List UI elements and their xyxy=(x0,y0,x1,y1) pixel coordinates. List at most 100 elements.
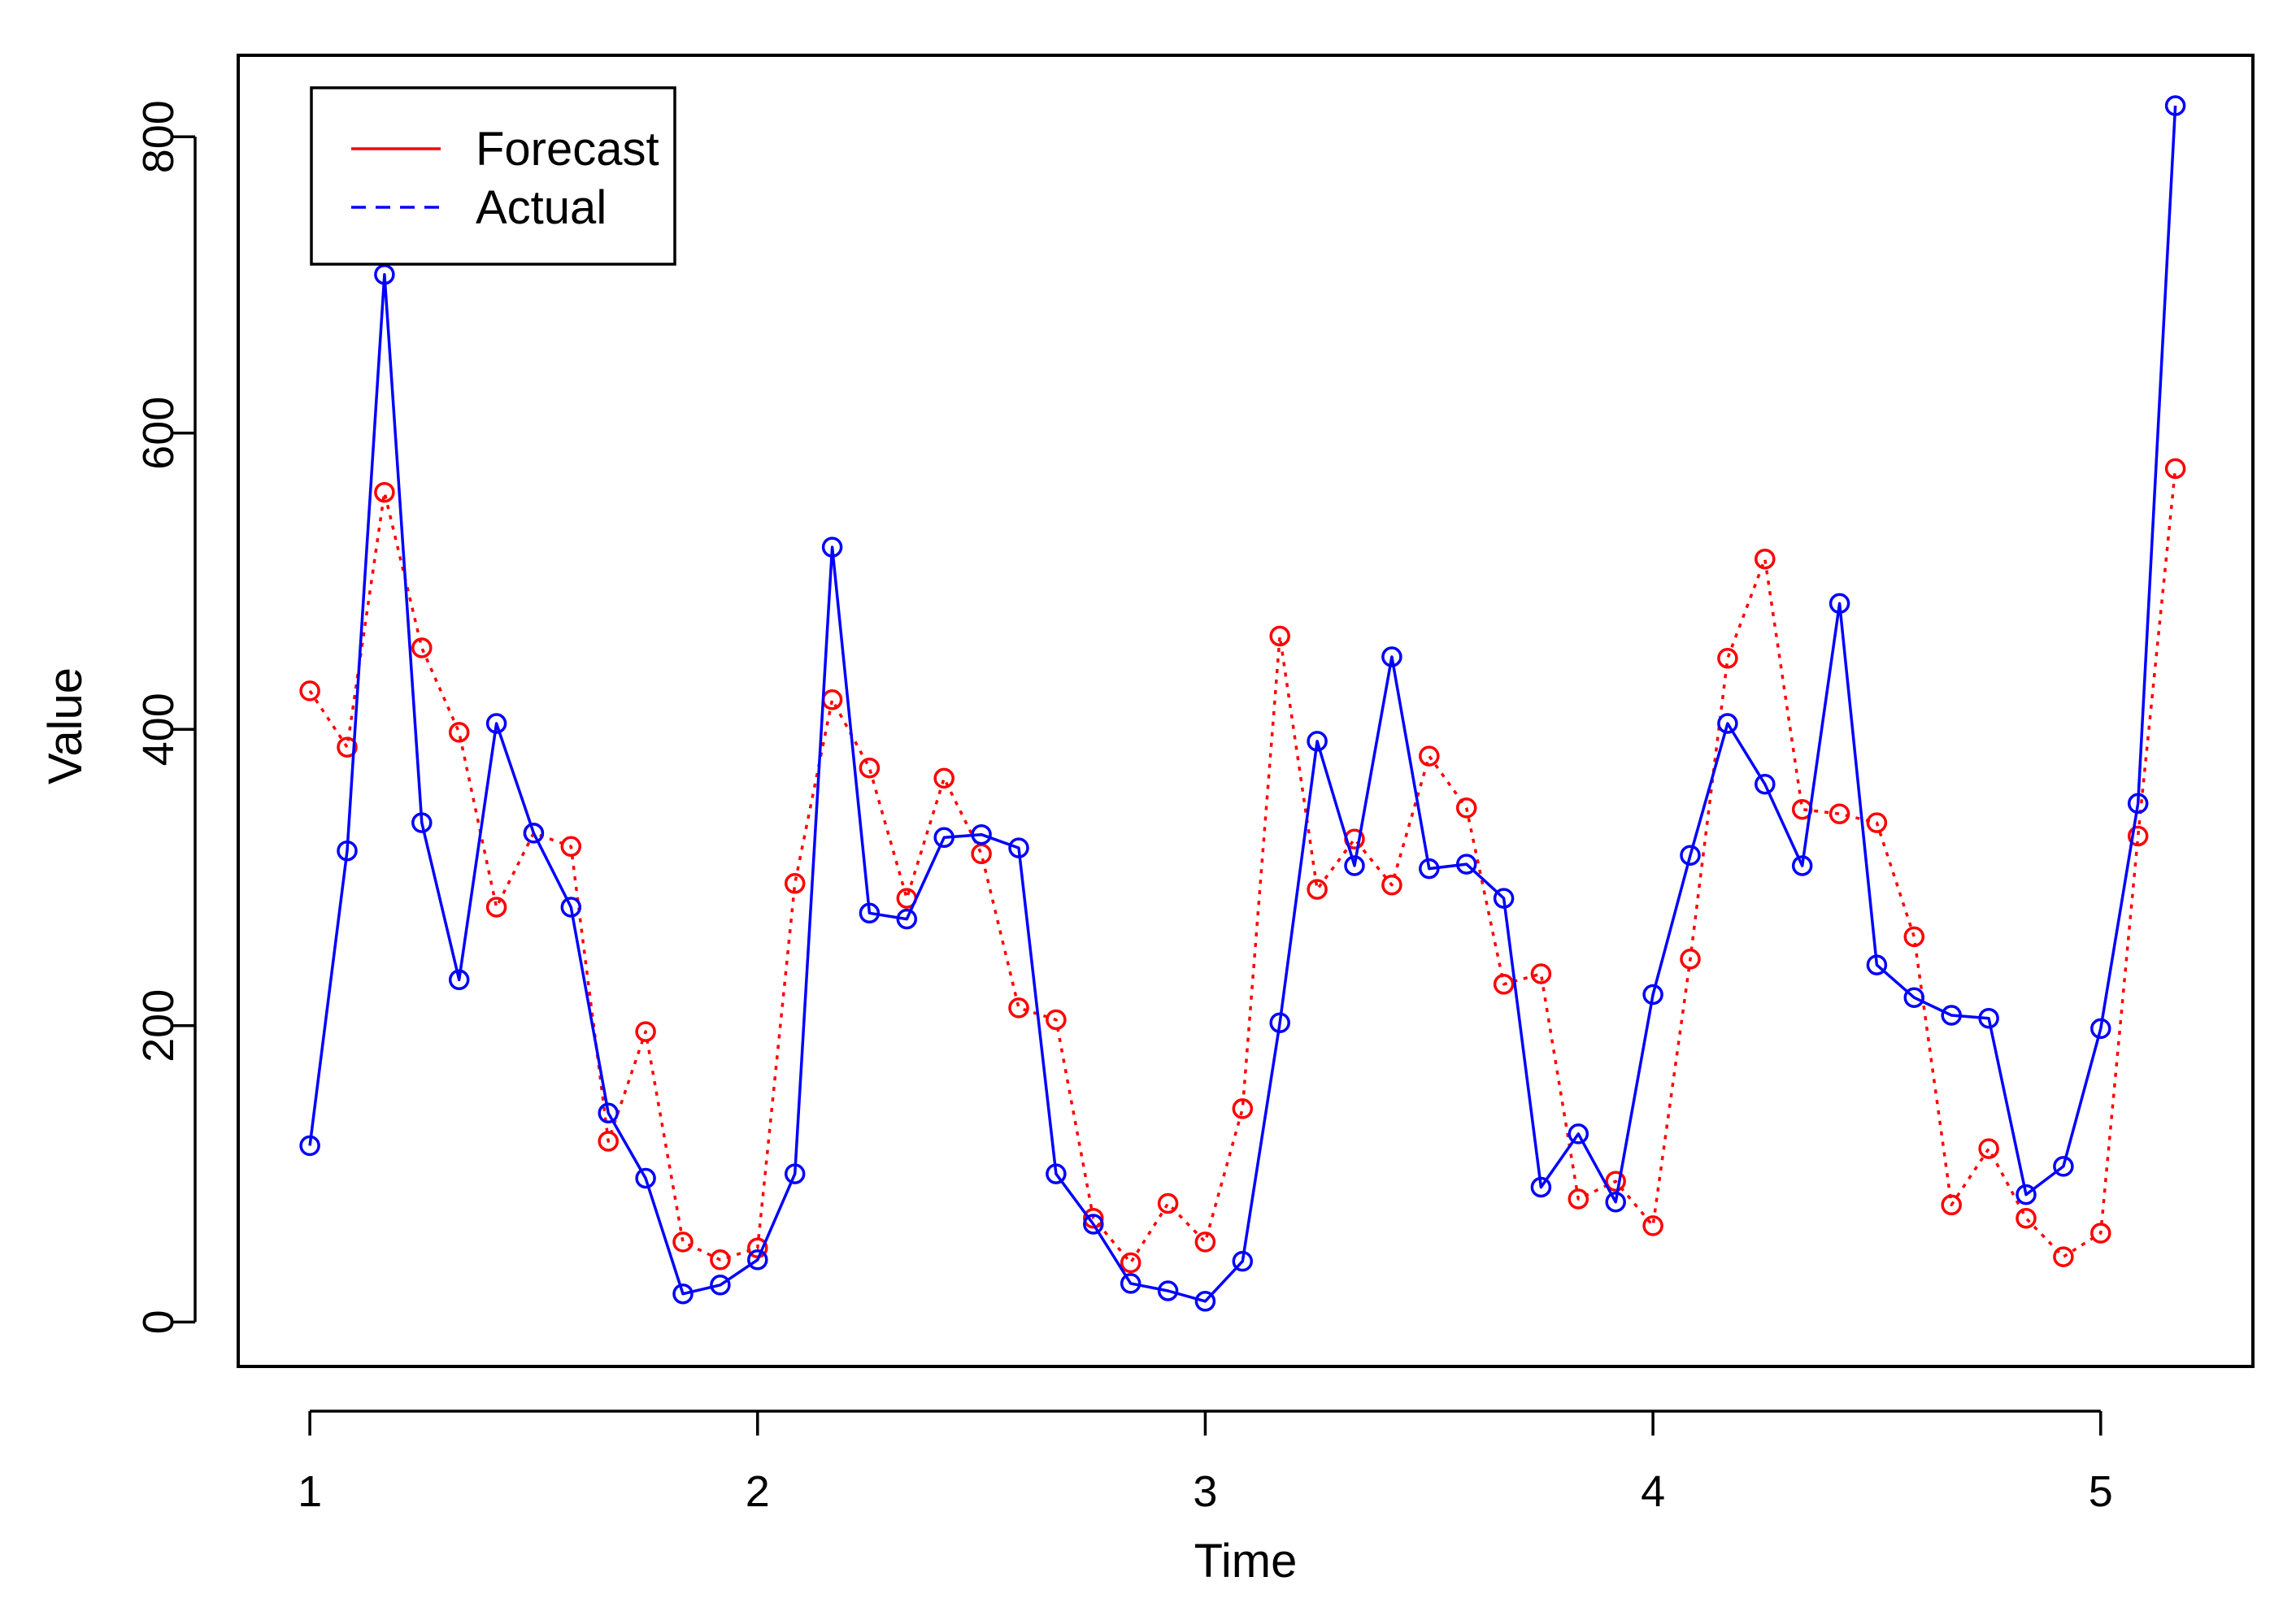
data-point-actual xyxy=(1419,858,1440,880)
data-point-forecast xyxy=(1530,963,1552,984)
data-point-forecast xyxy=(859,757,881,779)
series-line-actual xyxy=(308,105,2177,1303)
data-point-actual xyxy=(1307,731,1328,752)
data-point-actual xyxy=(1530,1176,1552,1198)
series-line-forecast xyxy=(308,468,2177,1265)
data-point-forecast xyxy=(2164,458,2186,480)
data-point-forecast xyxy=(1829,803,1850,824)
legend-actual-label: Actual xyxy=(476,181,607,234)
data-point-actual xyxy=(1866,954,1888,975)
data-point-actual xyxy=(1568,1123,1589,1145)
data-point-actual xyxy=(2164,95,2186,116)
data-point-forecast xyxy=(1605,1171,1626,1192)
data-point-forecast xyxy=(672,1232,694,1253)
data-point-forecast xyxy=(1307,879,1328,900)
y-tick-label: 600 xyxy=(134,397,183,470)
data-point-actual xyxy=(1046,1163,1067,1184)
data-point-forecast xyxy=(1194,1232,1216,1253)
data-point-forecast xyxy=(1866,812,1888,833)
y-tick-label: 200 xyxy=(134,989,183,1062)
legend-box xyxy=(310,86,676,266)
x-axis-title: Time xyxy=(1194,1535,1298,1588)
y-tick-label: 400 xyxy=(134,693,183,766)
data-point-forecast xyxy=(1568,1188,1589,1210)
data-point-actual xyxy=(2090,1018,2111,1040)
data-point-actual xyxy=(411,812,433,833)
data-point-forecast xyxy=(1381,874,1402,896)
y-tick-label: 0 xyxy=(134,1310,183,1334)
data-point-actual xyxy=(337,840,358,862)
data-point-actual xyxy=(560,897,582,918)
x-axis: 1 2 3 4 5 xyxy=(298,1410,2113,1516)
data-point-forecast xyxy=(1642,1215,1663,1236)
data-point-actual xyxy=(933,827,954,849)
data-point-actual xyxy=(1755,773,1776,795)
series-layer xyxy=(299,95,2186,1312)
data-point-forecast xyxy=(1680,949,1701,970)
x-tick-label: 5 xyxy=(2089,1467,2113,1516)
data-point-actual xyxy=(1381,646,1402,667)
data-point-actual xyxy=(1680,845,1701,866)
data-point-actual xyxy=(1269,1012,1290,1033)
data-point-actual xyxy=(1344,855,1365,876)
data-point-actual xyxy=(1941,1005,1962,1026)
data-point-actual xyxy=(448,969,470,991)
legend: Forecast Actual xyxy=(310,86,676,266)
data-point-actual xyxy=(1008,837,1029,858)
data-point-actual xyxy=(1232,1250,1254,1272)
data-point-actual xyxy=(747,1249,768,1271)
data-point-actual xyxy=(1642,984,1663,1006)
data-point-forecast xyxy=(374,481,395,503)
data-point-forecast xyxy=(1755,548,1776,570)
series-actual xyxy=(299,95,2186,1312)
data-point-actual xyxy=(1455,854,1477,875)
data-point-forecast xyxy=(1120,1252,1141,1274)
data-point-actual xyxy=(635,1167,656,1189)
data-point-forecast xyxy=(2016,1207,2037,1229)
data-point-forecast xyxy=(784,873,806,894)
data-point-forecast xyxy=(598,1131,619,1152)
x-tick-label: 2 xyxy=(746,1467,770,1516)
y-axis: 0 200 400 600 800 xyxy=(134,100,197,1334)
data-point-forecast xyxy=(1083,1207,1104,1229)
data-point-actual xyxy=(1120,1273,1141,1294)
x-tick-label: 4 xyxy=(1641,1467,1665,1516)
data-point-actual xyxy=(1194,1291,1216,1312)
data-point-actual xyxy=(1083,1214,1104,1235)
data-point-forecast xyxy=(2090,1223,2111,1244)
data-point-forecast xyxy=(1903,926,1925,948)
data-point-actual xyxy=(598,1102,619,1124)
data-point-forecast xyxy=(1157,1192,1179,1214)
data-point-actual xyxy=(1903,987,1925,1008)
data-point-forecast xyxy=(971,843,992,865)
data-point-actual xyxy=(1978,1007,1999,1029)
data-point-actual xyxy=(1829,593,1850,615)
data-point-actual xyxy=(896,908,918,930)
data-point-forecast xyxy=(1046,1009,1067,1031)
y-axis-title: Value xyxy=(39,667,92,784)
data-point-forecast xyxy=(1978,1138,1999,1159)
data-point-forecast xyxy=(448,722,470,743)
data-point-forecast xyxy=(1493,974,1515,995)
data-point-forecast xyxy=(2127,825,2149,847)
data-point-forecast xyxy=(560,836,582,858)
data-point-actual xyxy=(2127,793,2149,815)
data-point-forecast xyxy=(485,897,507,918)
data-point-actual xyxy=(485,713,507,734)
data-point-actual xyxy=(299,1135,320,1157)
data-point-forecast xyxy=(1717,648,1738,669)
data-point-forecast xyxy=(2053,1246,2074,1267)
plot-frame xyxy=(237,54,2255,1368)
data-point-forecast xyxy=(1008,997,1029,1019)
data-point-actual xyxy=(859,902,881,924)
data-point-forecast xyxy=(1455,797,1477,819)
data-point-actual xyxy=(784,1163,806,1184)
data-point-forecast xyxy=(933,767,954,789)
data-point-forecast xyxy=(337,736,358,758)
data-point-actual xyxy=(821,536,843,558)
data-point-actual xyxy=(1605,1191,1626,1213)
data-point-forecast xyxy=(710,1249,731,1271)
data-point-actual xyxy=(2016,1184,2037,1205)
data-point-actual xyxy=(1717,713,1738,734)
